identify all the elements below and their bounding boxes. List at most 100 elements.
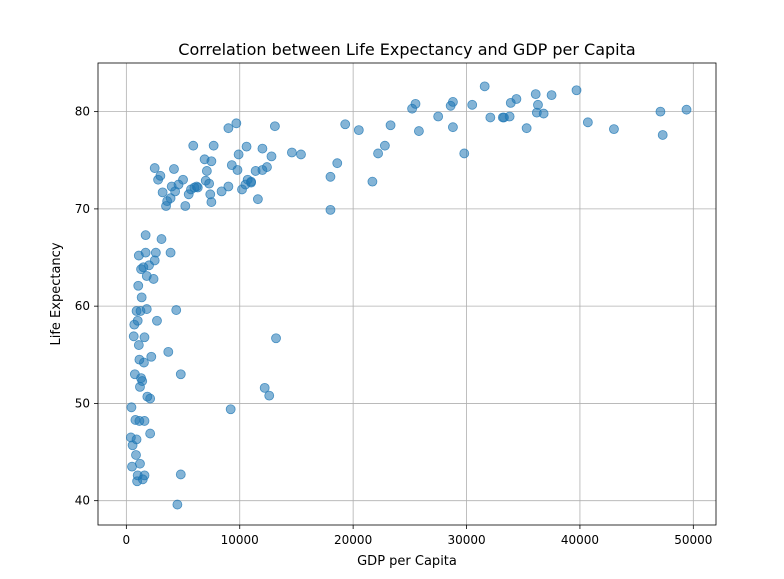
y-tick-label: 50 <box>75 396 90 410</box>
scatter-point <box>271 333 281 344</box>
scatter-point <box>252 194 263 205</box>
y-tick-label: 60 <box>75 299 90 313</box>
scatter-point <box>169 164 179 174</box>
scatter-point <box>132 315 143 326</box>
scatter-point <box>332 158 343 169</box>
grid-layer <box>98 63 716 525</box>
scatter-point <box>156 234 167 244</box>
scatter-point <box>259 382 270 393</box>
scatter-point <box>414 126 424 136</box>
data-points <box>125 81 692 510</box>
scatter-point <box>367 176 378 187</box>
scatter-point <box>126 402 137 413</box>
scatter-point <box>133 340 144 350</box>
scatter-point <box>148 274 159 284</box>
scatter-point <box>141 304 152 314</box>
scatter-point <box>262 162 272 172</box>
chart-title: Correlation between Life Expectancy and … <box>178 40 635 59</box>
scatter-point <box>410 98 421 109</box>
x-tick-label: 0 <box>123 533 131 547</box>
scatter-point <box>325 171 336 182</box>
scatter-point <box>139 470 150 481</box>
scatter-point <box>467 99 478 110</box>
scatter-point <box>231 118 242 129</box>
scatter-point <box>530 89 541 100</box>
scatter-point <box>150 247 161 258</box>
scatter-point <box>538 108 549 119</box>
scatter-point <box>152 315 162 326</box>
scatter-point <box>241 141 252 152</box>
scatter-point <box>145 428 156 439</box>
scatter-point <box>201 166 212 176</box>
y-tick-label: 70 <box>75 202 90 216</box>
scatter-point <box>521 123 532 134</box>
scatter-point <box>459 148 470 159</box>
scatter-point <box>139 416 150 426</box>
y-axis-label: Life Expectancy <box>49 242 64 345</box>
scatter-point <box>208 140 219 151</box>
scatter-point <box>485 112 496 123</box>
scatter-point <box>135 458 145 469</box>
scatter-point <box>511 94 522 104</box>
plot-frame <box>97 62 717 526</box>
scatter-point <box>131 450 141 460</box>
scatter-point <box>340 119 351 130</box>
scatter-point <box>504 111 515 122</box>
scatter-point <box>385 120 396 131</box>
scatter-point <box>479 81 490 92</box>
scatter-point <box>149 163 160 173</box>
scatter-point <box>175 369 186 380</box>
scatter-point <box>165 247 176 258</box>
scatter-point <box>128 331 139 342</box>
y-tick-label: 40 <box>75 494 90 508</box>
scatter-point <box>433 111 444 122</box>
x-tick-label: 40000 <box>561 533 599 547</box>
scatter-point <box>448 122 458 133</box>
scatter-point <box>533 99 543 110</box>
scatter-point <box>657 130 668 140</box>
scatter-point <box>546 90 557 100</box>
scatter-point <box>136 292 147 303</box>
scatter-point <box>180 201 191 211</box>
scatter-point <box>178 174 188 185</box>
scatter-point <box>246 176 256 187</box>
x-tick-label: 10000 <box>221 533 259 547</box>
scatter-point <box>206 156 217 167</box>
scatter-point <box>140 230 151 241</box>
scatter-point <box>269 121 280 132</box>
scatter-point <box>264 390 275 401</box>
scatter-point <box>681 104 692 115</box>
scatter-point <box>233 149 244 160</box>
scatter-point <box>188 140 199 151</box>
x-tick-label: 20000 <box>334 533 372 547</box>
scatter-point <box>325 204 336 215</box>
scatter-point <box>137 376 148 386</box>
scatter-point <box>171 305 182 315</box>
scatter-point <box>353 125 364 136</box>
scatter-point <box>296 149 306 160</box>
scatter-point <box>192 182 203 193</box>
axis-ticks: 0 10000 20000 30000 40000 50000 40 50 60 70 80 <box>75 105 713 547</box>
scatter-point <box>266 151 277 162</box>
x-tick-label: 50000 <box>674 533 712 547</box>
scatter-point <box>175 469 186 480</box>
scatter-point <box>146 351 157 362</box>
scatter-point <box>133 280 144 291</box>
y-tick-label: 80 <box>75 105 90 119</box>
scatter-point <box>140 247 151 258</box>
scatter-point <box>232 165 243 175</box>
scatter-point <box>145 393 156 404</box>
scatter-point <box>131 434 142 445</box>
x-tick-label: 30000 <box>447 533 485 547</box>
scatter-point <box>172 499 183 510</box>
scatter-point <box>286 147 297 158</box>
scatter-point <box>582 117 593 128</box>
scatter-point <box>223 181 234 192</box>
scatter-point <box>155 170 166 181</box>
scatter-point <box>165 193 176 204</box>
scatter-point <box>157 187 168 198</box>
scatter-point <box>448 97 458 107</box>
scatter-point <box>655 106 666 117</box>
scatter-point <box>139 357 149 368</box>
